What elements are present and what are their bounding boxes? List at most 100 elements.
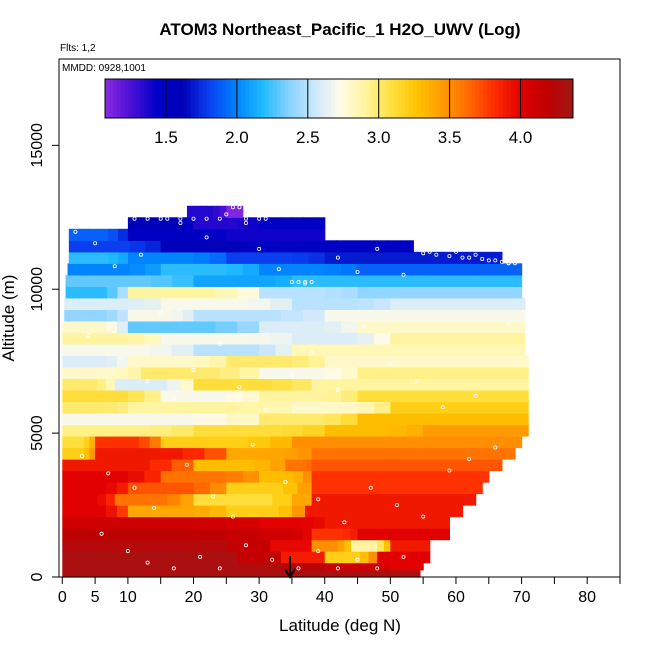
heatmap-cell: [209, 505, 227, 518]
heatmap-cell: [241, 569, 302, 578]
heatmap-cell: [116, 401, 129, 414]
heatmap-cell: [167, 378, 181, 391]
heatmap-cell: [149, 320, 173, 333]
heatmap-cell: [406, 424, 424, 437]
heatmap-cell: [149, 309, 162, 322]
heatmap-cell: [127, 366, 142, 380]
heatmap-cell: [226, 505, 241, 518]
heatmap-cell: [204, 297, 227, 310]
colorbar-swatch: [307, 79, 313, 118]
heatmap-cell: [138, 309, 151, 322]
heatmap-cell: [213, 205, 221, 218]
heatmap-cell: [324, 332, 342, 345]
heatmap-cell: [390, 297, 414, 310]
colorbar-swatch: [491, 79, 496, 118]
heatmap-cell: [177, 251, 195, 264]
heatmap-cell: [193, 562, 238, 571]
heatmap-cell: [127, 332, 145, 345]
heatmap-cell: [232, 493, 254, 506]
heatmap-cell: [310, 240, 337, 253]
heatmap-cell: [242, 263, 260, 276]
heatmap-cell: [343, 459, 376, 472]
colorbar-tick-label: 2.5: [296, 128, 320, 147]
heatmap-cell: [324, 355, 360, 368]
heatmap-cell: [294, 470, 304, 483]
heatmap-cell: [95, 482, 107, 495]
heatmap-cell: [106, 343, 129, 357]
heatmap-cell: [127, 459, 151, 472]
x-tick-label: 0: [58, 589, 67, 606]
heatmap-cell: [177, 263, 195, 276]
sample-point: [506, 261, 511, 266]
colorbar-swatch: [440, 79, 445, 118]
sample-point: [125, 549, 130, 554]
heatmap-cell: [324, 263, 342, 276]
heatmap-cell: [118, 228, 129, 241]
heatmap-cell: [294, 528, 304, 541]
sample-point: [342, 520, 347, 525]
heatmap-cell: [275, 389, 293, 403]
heatmap-cell: [160, 470, 178, 483]
sample-point: [73, 229, 78, 234]
heatmap-cell: [127, 470, 145, 483]
colorbar-swatch: [128, 79, 133, 118]
sample-point: [401, 554, 406, 559]
sample-point: [309, 350, 314, 355]
heatmap-cell: [302, 459, 308, 472]
heatmap-cell: [127, 355, 145, 368]
colorbar-swatch: [210, 79, 215, 118]
heatmap-cell: [177, 355, 195, 368]
heatmap-cell: [341, 332, 359, 345]
heatmap-cell: [275, 228, 293, 241]
heatmap-cell: [394, 551, 405, 564]
heatmap-cell: [308, 286, 326, 299]
colorbar-swatch: [311, 79, 317, 118]
colorbar-swatch: [155, 79, 161, 118]
heatmap-cell: [289, 459, 295, 472]
heatmap-cell: [237, 551, 282, 564]
heatmap-cell: [95, 320, 107, 333]
heatmap-cell: [341, 401, 359, 414]
heatmap-cell: [385, 366, 416, 380]
heatmap-cell: [149, 562, 195, 571]
heatmap-cell: [252, 493, 273, 506]
heatmap-cell: [130, 240, 146, 253]
heatmap-cell: [387, 516, 409, 529]
heatmap-cell: [350, 539, 359, 552]
sample-point: [414, 379, 419, 384]
heatmap-cell: [324, 551, 335, 564]
sample-point: [158, 216, 163, 221]
heatmap-cell: [127, 493, 142, 506]
heatmap-cell: [357, 424, 375, 437]
heatmap-cell: [341, 366, 359, 380]
heatmap-cell: [447, 343, 487, 357]
heatmap-cell: [193, 309, 216, 322]
heatmap-cell: [357, 297, 375, 310]
colorbar-swatch: [362, 79, 367, 118]
heatmap-cell: [206, 205, 214, 218]
heatmap-cell: [215, 320, 238, 333]
heatmap-cell: [68, 240, 85, 253]
heatmap-cell: [200, 205, 208, 218]
colorbar-swatch: [296, 79, 301, 118]
heatmap-cell: [510, 424, 529, 437]
heatmap-cell: [499, 366, 529, 380]
heatmap-cell: [193, 505, 211, 518]
heatmap-cell: [226, 217, 238, 230]
heatmap-cell: [423, 424, 442, 437]
colorbar-swatch: [553, 79, 558, 118]
heatmap-cell: [108, 228, 119, 241]
heatmap-cell: [127, 378, 142, 391]
heatmap-cell: [259, 286, 277, 299]
heatmap-cell: [237, 562, 282, 571]
heatmap-cell: [155, 401, 184, 414]
heatmap-cell: [177, 505, 195, 518]
heatmap-cell: [447, 447, 482, 460]
heatmap-cell: [71, 378, 81, 391]
heatmap-cell: [74, 309, 87, 322]
heatmap-cell: [84, 240, 101, 253]
heatmap-cell: [259, 366, 277, 380]
heatmap-cell: [226, 274, 244, 287]
heatmap-cell: [284, 240, 312, 253]
y-axis: 0 5000 10000 15000: [29, 123, 59, 581]
